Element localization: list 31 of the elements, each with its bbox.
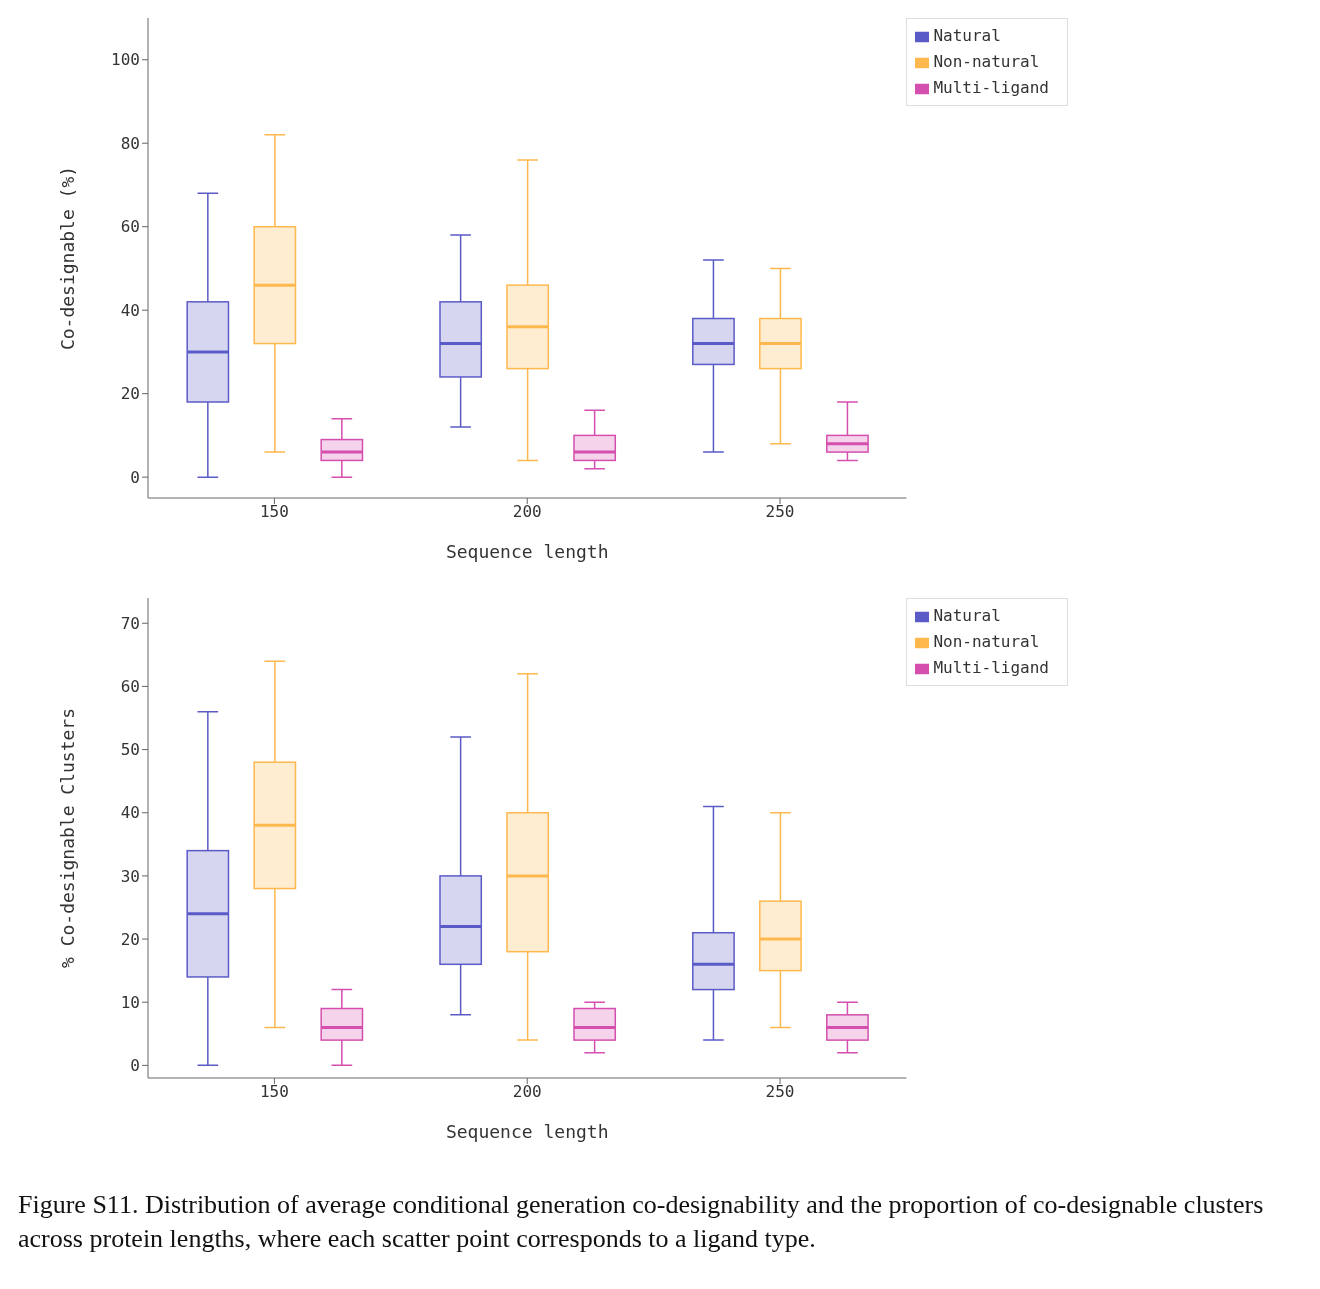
y-tick-label: 10 [120,992,140,1012]
legend-label: Natural [933,26,1001,45]
legend-label: Multi-ligand [933,658,1049,677]
y-tick-label: 30 [120,866,140,886]
x-axis-title: Sequence length [445,1121,609,1142]
legend-label: Non-natural [933,632,1040,651]
y-tick-label: 60 [120,677,140,697]
y-axis-title: % Co-designable Clusters [57,707,79,969]
y-tick-label: 0 [130,1056,140,1076]
x-tick-label: 150 [259,1082,289,1102]
y-tick-label: 20 [120,929,140,949]
y-tick-label: 60 [120,217,140,237]
legend-label: Multi-ligand [933,78,1049,97]
x-tick-label: 250 [765,1082,795,1102]
x-axis-title: Sequence length [445,541,609,562]
caption: Figure S11. Distribution of average conditional generation co-designability and the proportion of co-designable clusters across protein lengths, where each scatter point corresponds to a ligand type. [17,1189,1265,1255]
y-tick-label: 0 [130,467,140,487]
y-tick-label: 100 [111,50,140,70]
y-tick-label: 50 [120,740,140,760]
x-tick-label: 200 [512,1082,542,1102]
y-tick-label: 40 [120,803,140,823]
x-tick-label: 150 [259,502,289,522]
x-tick-label: 200 [512,502,542,522]
y-tick-label: 80 [120,133,140,153]
y-tick-label: 20 [120,384,140,404]
legend-label: Non-natural [933,52,1040,71]
y-tick-label: 40 [120,300,140,320]
legend-label: Natural [933,606,1001,625]
y-axis-title: Co-designable (%) [57,165,79,351]
x-tick-label: 250 [765,502,795,522]
y-tick-label: 70 [120,613,140,633]
